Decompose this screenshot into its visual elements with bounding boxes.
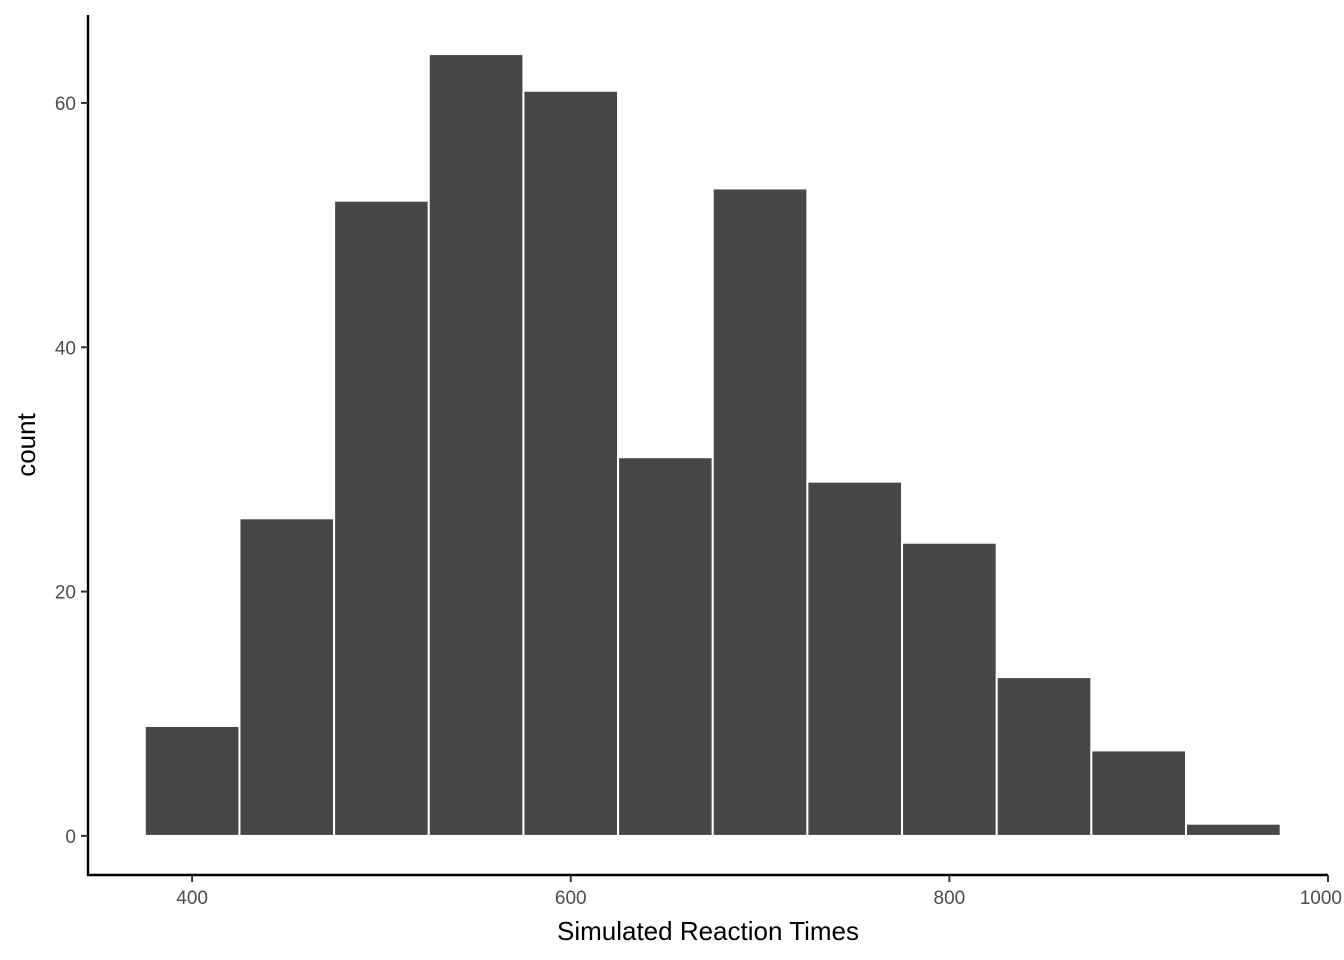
histogram-bar	[522, 89, 620, 837]
y-tick-label: 60	[55, 94, 76, 115]
y-tick-label: 0	[65, 827, 76, 848]
histogram-bar	[711, 187, 809, 837]
x-tick-label: 400	[176, 888, 208, 909]
x-tick-label: 800	[934, 888, 966, 909]
histogram-bar	[427, 53, 525, 837]
histogram-bar	[1090, 749, 1188, 837]
histogram-bar	[995, 676, 1093, 837]
y-tick-label: 40	[55, 338, 76, 359]
ticks-layer: 0 20 40 60 400 600 800 1000	[55, 94, 1342, 909]
histogram-bar	[333, 199, 430, 837]
histogram-bar	[617, 456, 714, 837]
x-tick-label: 1000	[1300, 888, 1342, 909]
histogram-bar	[806, 480, 904, 837]
histogram-bar	[143, 724, 241, 837]
bars-layer	[143, 53, 1282, 837]
x-axis-title: Simulated Reaction Times	[557, 916, 859, 946]
histogram-bar	[901, 541, 998, 837]
y-axis-title: count	[11, 412, 41, 476]
axes-layer	[86, 15, 1328, 877]
histogram-bar	[1185, 822, 1282, 837]
y-tick-label: 20	[55, 583, 76, 604]
x-tick-label: 600	[555, 888, 587, 909]
histogram-bar	[238, 517, 336, 837]
